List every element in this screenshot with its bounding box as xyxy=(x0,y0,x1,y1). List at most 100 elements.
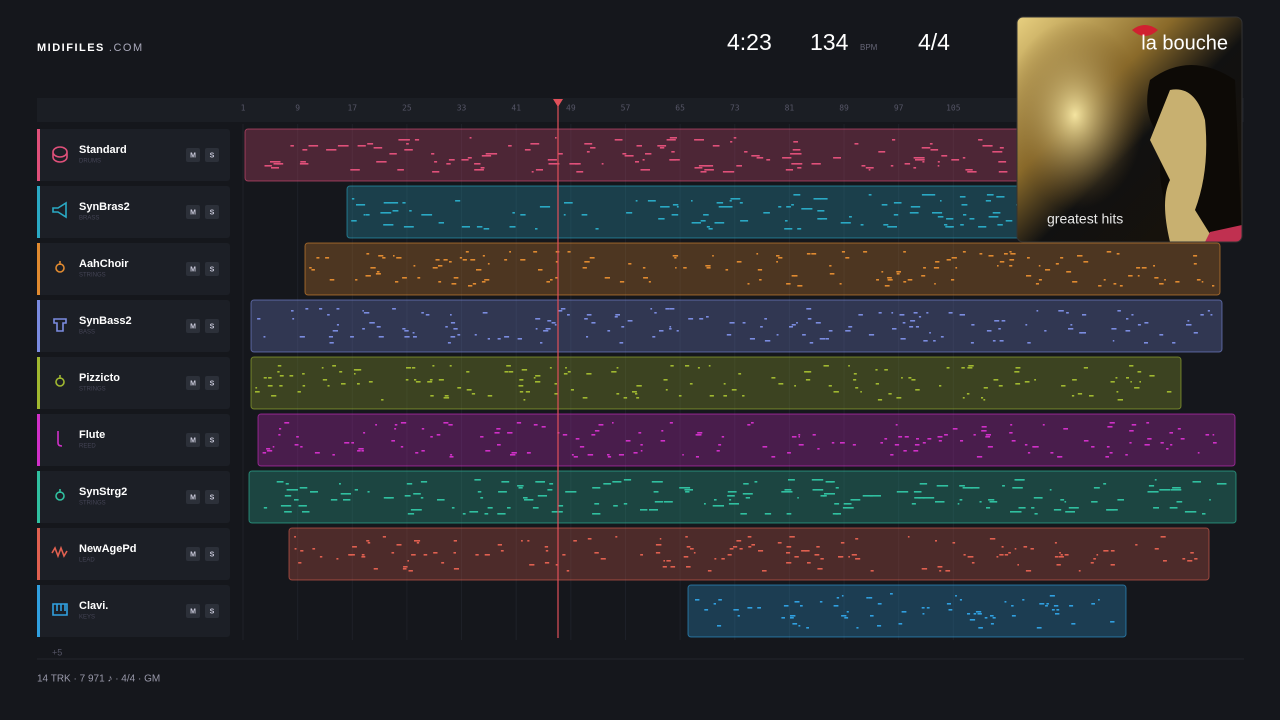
note xyxy=(728,206,733,208)
note xyxy=(403,566,408,568)
note xyxy=(932,194,936,196)
note xyxy=(695,456,699,458)
note xyxy=(737,615,740,617)
note xyxy=(1091,446,1095,448)
solo-button[interactable] xyxy=(205,490,219,504)
logo-brand: MIDIFILES xyxy=(37,42,105,54)
note xyxy=(963,554,966,556)
mute-button[interactable] xyxy=(186,547,200,561)
note xyxy=(1005,220,1013,222)
note xyxy=(557,310,563,312)
note xyxy=(736,165,742,167)
note xyxy=(945,570,951,572)
note xyxy=(717,625,722,627)
note xyxy=(1141,267,1147,269)
note xyxy=(1082,314,1087,316)
solo-button[interactable] xyxy=(205,376,219,390)
note xyxy=(573,456,578,458)
note xyxy=(1026,275,1032,277)
note xyxy=(825,338,829,340)
note xyxy=(1044,330,1047,332)
note xyxy=(564,202,573,204)
note xyxy=(400,446,404,448)
note xyxy=(704,503,706,505)
note xyxy=(706,226,710,228)
mute-button[interactable] xyxy=(186,604,200,618)
note xyxy=(508,371,514,373)
note xyxy=(611,371,617,373)
mute-button[interactable] xyxy=(186,205,200,219)
solo-button[interactable] xyxy=(205,604,219,618)
note xyxy=(584,261,590,263)
mute-button[interactable] xyxy=(186,490,200,504)
solo-button[interactable] xyxy=(205,547,219,561)
note xyxy=(1061,385,1066,387)
note xyxy=(868,194,872,196)
note xyxy=(937,165,940,167)
solo-button[interactable] xyxy=(205,262,219,276)
note xyxy=(659,538,662,540)
solo-label: S xyxy=(210,551,215,558)
note xyxy=(357,383,360,385)
note xyxy=(550,279,553,281)
note xyxy=(507,432,513,434)
note xyxy=(615,536,618,538)
note xyxy=(782,157,792,159)
note xyxy=(669,137,677,139)
note xyxy=(1079,332,1082,334)
note xyxy=(619,342,624,344)
solo-button[interactable] xyxy=(205,148,219,162)
note xyxy=(299,163,309,165)
note xyxy=(698,165,711,167)
solo-button[interactable] xyxy=(205,433,219,447)
note xyxy=(362,310,364,312)
note xyxy=(640,444,643,446)
note xyxy=(939,570,942,572)
mute-button[interactable] xyxy=(186,148,200,162)
note xyxy=(694,139,704,141)
note xyxy=(406,483,413,485)
note xyxy=(740,220,749,222)
mute-button[interactable] xyxy=(186,319,200,333)
note xyxy=(484,279,490,281)
note xyxy=(438,281,442,283)
note xyxy=(1090,562,1094,564)
solo-button[interactable] xyxy=(205,319,219,333)
note xyxy=(586,314,592,316)
note xyxy=(697,432,703,434)
note xyxy=(861,165,866,167)
track-color-strip xyxy=(37,186,40,238)
note xyxy=(817,210,825,212)
note xyxy=(546,281,550,283)
note xyxy=(351,198,355,200)
note xyxy=(337,145,349,147)
note xyxy=(1109,452,1113,454)
note xyxy=(653,491,659,493)
note xyxy=(1117,399,1123,401)
note xyxy=(955,267,958,269)
mute-button[interactable] xyxy=(186,433,200,447)
note xyxy=(594,552,599,554)
note xyxy=(1146,422,1150,424)
note xyxy=(579,446,585,448)
note xyxy=(729,548,734,550)
note xyxy=(1025,324,1028,326)
note xyxy=(494,432,500,434)
note xyxy=(728,503,739,505)
note xyxy=(881,204,888,206)
note xyxy=(983,387,988,389)
note xyxy=(676,206,679,208)
mute-button[interactable] xyxy=(186,376,200,390)
note xyxy=(819,601,823,603)
note xyxy=(635,393,638,395)
solo-button[interactable] xyxy=(205,205,219,219)
note xyxy=(919,483,928,485)
ruler-label: 49 xyxy=(566,104,576,113)
track-icon xyxy=(52,201,67,219)
note xyxy=(992,340,996,342)
note xyxy=(279,385,283,387)
mute-button[interactable] xyxy=(186,262,200,276)
note xyxy=(669,422,673,424)
note xyxy=(453,552,456,554)
